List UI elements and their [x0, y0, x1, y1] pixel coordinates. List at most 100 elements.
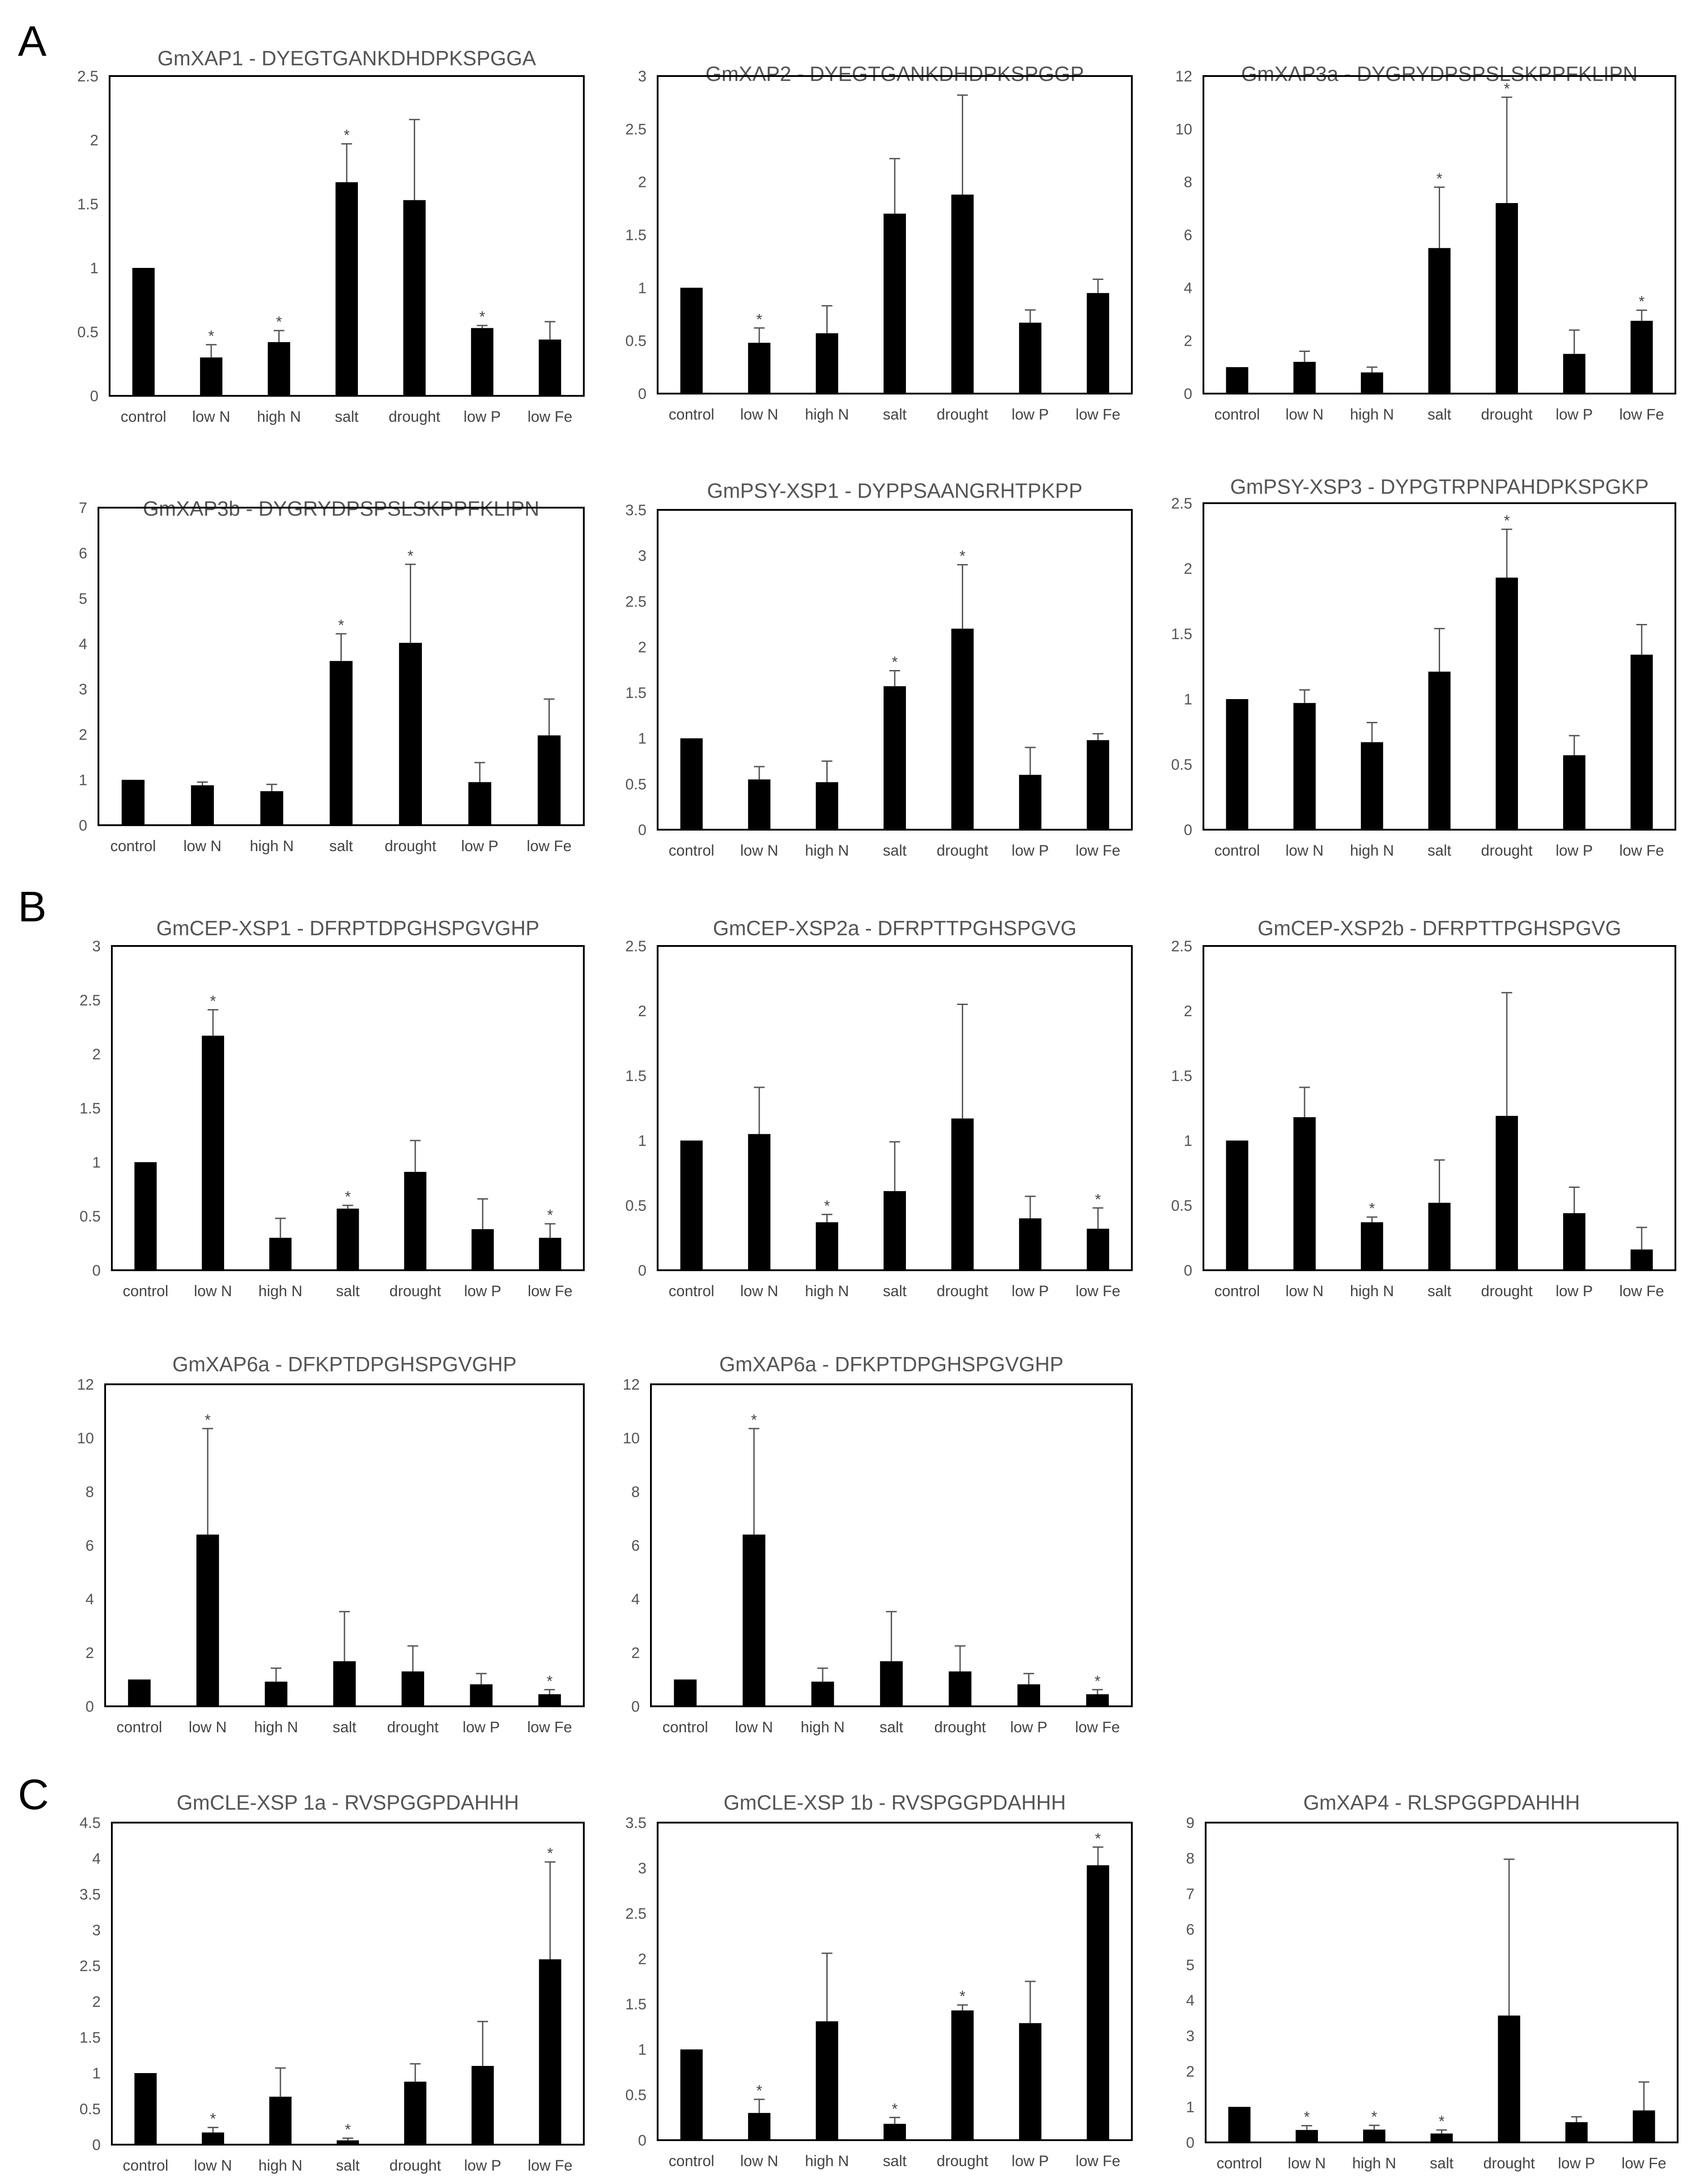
x-category-label: salt	[883, 842, 907, 859]
x-category-label: low P	[1556, 1283, 1593, 1300]
bar	[951, 2010, 974, 2140]
bar	[336, 2140, 359, 2145]
bar	[951, 1118, 974, 1270]
bar	[748, 1134, 771, 1270]
y-tick-label: 3	[79, 681, 87, 698]
significance-star: *	[1436, 170, 1442, 187]
x-category-label: drought	[390, 2157, 442, 2174]
y-tick-label: 3	[92, 938, 101, 955]
x-category-label: low P	[1012, 2153, 1049, 2170]
x-category-label: low N	[740, 406, 778, 423]
y-tick-label: 0.5	[77, 324, 98, 341]
bar	[468, 782, 492, 825]
y-tick-label: 0	[631, 1698, 640, 1715]
x-category-label: low Fe	[1075, 2153, 1120, 2170]
y-tick-label: 2.5	[1171, 938, 1192, 955]
bar	[743, 1535, 765, 1706]
y-tick-label: 2.5	[80, 992, 101, 1009]
chart-title: GmCLE-XSP 1b - RVSPGGPDAHHH	[723, 1791, 1066, 1814]
x-category-label: low Fe	[527, 1719, 572, 1736]
bar	[1017, 1684, 1040, 1706]
plot-frame	[1205, 1822, 1679, 2143]
y-tick-label: 1.5	[1171, 1068, 1192, 1085]
x-category-label: low P	[463, 1719, 500, 1736]
bar	[1019, 1218, 1041, 1270]
y-tick-label: 12	[1175, 68, 1192, 85]
y-tick-label: 1	[638, 280, 646, 297]
significance-star: *	[344, 127, 349, 144]
chart-12: GmCLE-XSP 1a - RVSPGGPDAHHH 0 0.5 1 1.5 2 2.5 3…	[80, 1791, 585, 2174]
significance-star: *	[276, 314, 282, 331]
significance-star: *	[1639, 293, 1645, 310]
bar	[336, 1209, 359, 1270]
bar	[1087, 1229, 1109, 1270]
chart-8: GmCEP-XSP2a - DFRPTTPGHSPGVG 0 0.5 1 1.5 2 2.5…	[625, 916, 1133, 1300]
x-category-label: salt	[1428, 1283, 1451, 1300]
chart-title: GmXAP4 - RLSPGGPDAHHH	[1303, 1791, 1580, 1814]
y-tick-label: 3.5	[625, 502, 646, 519]
y-tick-label: 1	[638, 2041, 646, 2058]
significance-star: *	[338, 617, 344, 634]
x-category-label: high N	[805, 1283, 849, 1300]
bar	[202, 2132, 224, 2145]
plot-frame	[111, 1822, 585, 2146]
y-tick-label: 6	[631, 1537, 640, 1554]
bar	[1293, 703, 1316, 830]
x-category-label: salt	[333, 1719, 357, 1736]
bar	[1087, 293, 1109, 394]
x-category-label: salt	[1428, 406, 1451, 423]
x-category-label: drought	[937, 406, 989, 423]
x-category-label: low N	[189, 1719, 227, 1736]
significance-star: *	[345, 1188, 351, 1205]
significance-star: *	[960, 548, 965, 565]
y-tick-label: 0.5	[80, 1208, 101, 1225]
x-category-label: low N	[740, 842, 778, 859]
x-category-label: high N	[257, 408, 301, 425]
chart-9: GmCEP-XSP2b - DFRPTTPGHSPGVG 0 0.5 1 1.5 2 2.5…	[1171, 916, 1676, 1300]
bar	[1360, 742, 1383, 830]
x-category-label: control	[1214, 1283, 1260, 1300]
y-tick-label: 2	[92, 1993, 101, 2010]
significance-star: *	[479, 309, 485, 326]
chart-title: GmXAP1 - DYEGTGANKDHDPKSPGGA	[157, 47, 536, 70]
panel-letter-a: A	[18, 17, 47, 65]
x-category-label: low Fe	[1075, 1719, 1120, 1736]
x-category-label: control	[669, 842, 714, 859]
panel-letter-c: C	[18, 1771, 49, 1819]
bar	[680, 738, 703, 830]
y-tick-label: 0	[638, 1262, 646, 1279]
y-tick-label: 4	[79, 636, 87, 653]
y-tick-label: 2	[85, 1645, 94, 1662]
x-category-label: low Fe	[528, 2157, 573, 2174]
y-tick-label: 0.5	[625, 776, 646, 793]
y-tick-label: 2	[638, 174, 646, 191]
bar	[128, 1679, 151, 1706]
y-tick-label: 2	[638, 1951, 646, 1968]
bar	[399, 643, 422, 825]
y-tick-label: 1.5	[1171, 626, 1192, 643]
x-category-label: low N	[1286, 1283, 1324, 1300]
bar	[884, 686, 906, 830]
significance-star: *	[1304, 2109, 1309, 2126]
bar	[264, 1681, 288, 1706]
y-tick-label: 0.5	[625, 333, 646, 350]
bar	[134, 1162, 157, 1270]
x-category-label: control	[123, 1283, 168, 1300]
significance-star: *	[756, 2082, 762, 2099]
y-tick-label: 2	[638, 1003, 646, 1020]
y-tick-label: 6	[85, 1537, 94, 1554]
significance-star: *	[547, 1207, 553, 1224]
y-tick-label: 2.5	[625, 938, 646, 955]
x-category-label: high N	[805, 406, 849, 423]
bar	[951, 628, 974, 830]
bar	[880, 1661, 903, 1706]
y-tick-label: 0	[638, 386, 646, 403]
y-tick-label: 1	[1186, 2099, 1194, 2116]
significance-star: *	[824, 1197, 830, 1214]
y-tick-label: 1.5	[625, 685, 646, 702]
x-category-label: drought	[937, 2153, 989, 2170]
bar	[329, 661, 353, 825]
bar	[539, 339, 561, 396]
significance-star: *	[892, 654, 897, 671]
x-category-label: high N	[1350, 1283, 1394, 1300]
